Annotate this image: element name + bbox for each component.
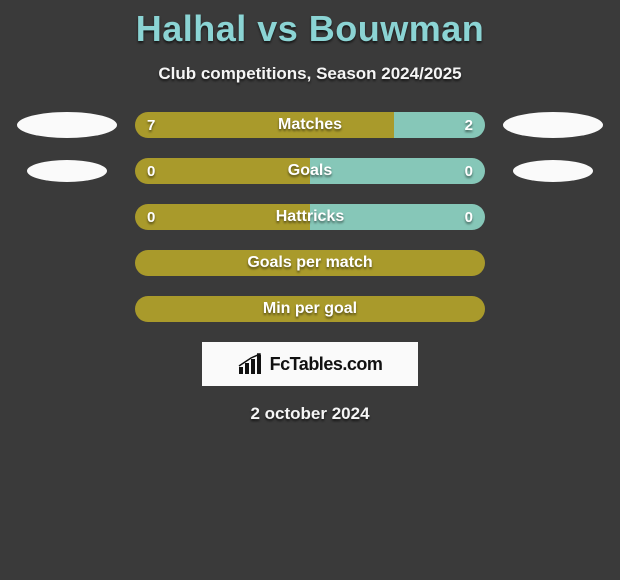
bar-left-fill: [135, 158, 310, 184]
stat-bar-matches: 7 Matches 2: [135, 112, 485, 138]
stat-right-value: 0: [465, 158, 473, 184]
stat-left-value: 0: [147, 204, 155, 230]
bar-right-fill: [310, 158, 485, 184]
stat-row: Min per goal: [0, 296, 620, 322]
player-left-marker: [17, 112, 117, 138]
stat-right-value: 2: [465, 112, 473, 138]
comparison-widget: Halhal vs Bouwman Club competitions, Sea…: [0, 0, 620, 424]
bar-right-fill: [310, 204, 485, 230]
stat-row: Goals per match: [0, 250, 620, 276]
stat-bar-mpg: Min per goal: [135, 296, 485, 322]
player-right-marker-small: [513, 160, 593, 182]
bar-left-fill: [135, 296, 485, 322]
bar-chart-icon: [238, 353, 264, 375]
bar-left-fill: [135, 204, 310, 230]
source-logo[interactable]: FcTables.com: [202, 342, 418, 386]
bar-left-fill: [135, 250, 485, 276]
side-spacer: [17, 160, 117, 182]
stat-rows: 7 Matches 2 0 Goals 0: [0, 112, 620, 322]
page-title: Halhal vs Bouwman: [0, 8, 620, 50]
subtitle: Club competitions, Season 2024/2025: [0, 64, 620, 84]
player-right-marker: [503, 112, 603, 138]
stat-row: 0 Hattricks 0: [0, 204, 620, 230]
stat-row: 7 Matches 2: [0, 112, 620, 138]
stat-right-value: 0: [465, 204, 473, 230]
stat-bar-gpm: Goals per match: [135, 250, 485, 276]
stat-left-value: 7: [147, 112, 155, 138]
logo-text: FcTables.com: [270, 354, 383, 375]
stat-row: 0 Goals 0: [0, 158, 620, 184]
side-spacer: [503, 160, 603, 182]
date-label: 2 october 2024: [0, 404, 620, 424]
bar-left-fill: [135, 112, 394, 138]
stat-bar-hattricks: 0 Hattricks 0: [135, 204, 485, 230]
player-left-marker-small: [27, 160, 107, 182]
stat-left-value: 0: [147, 158, 155, 184]
stat-bar-goals: 0 Goals 0: [135, 158, 485, 184]
